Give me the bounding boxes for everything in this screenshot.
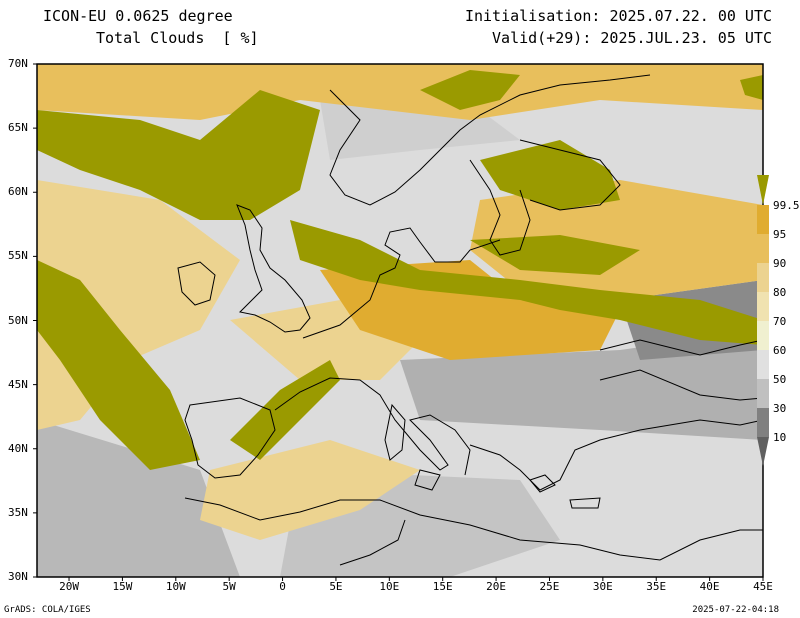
colorbar-label: 10	[773, 431, 787, 444]
variable-title: Total Clouds [ %]	[96, 29, 259, 47]
latitude-label: 30N	[8, 570, 28, 583]
colorbar-label: 50	[773, 373, 787, 386]
longitude-label: 35E	[646, 580, 667, 593]
colorbar-label: 90	[773, 257, 787, 270]
coastlines	[177, 74, 763, 566]
longitude-label: 25E	[539, 580, 560, 593]
latitude-label: 70N	[8, 57, 28, 70]
colorbar-swatch	[757, 321, 769, 350]
colorbar-swatch	[757, 234, 769, 263]
colorbar-swatch	[757, 205, 769, 234]
colorbar-label: 70	[773, 315, 787, 328]
axis-ticks	[33, 63, 764, 581]
longitude-label: 40E	[699, 580, 720, 593]
valid-time: Valid(+29): 2025.JUL.23. 05 UTC	[492, 29, 772, 47]
colorbar	[757, 175, 769, 466]
footer-timestamp: 2025-07-22-04:18	[692, 605, 779, 615]
colorbar-label: 80	[773, 286, 787, 299]
colorbar-label: 99.5	[773, 199, 800, 212]
longitude-label: 0	[279, 580, 286, 593]
latitude-label: 40N	[8, 441, 28, 455]
latitude-label: 45N	[8, 377, 28, 391]
longitude-label: 30E	[592, 580, 613, 593]
longitude-label: 45E	[753, 580, 773, 593]
init-time: Initialisation: 2025.07.22. 00 UTC	[464, 7, 772, 25]
latitude-label: 65N	[8, 121, 28, 135]
footer-credit: GrADS: COLA/IGES	[4, 605, 91, 615]
colorbar-label: 95	[773, 228, 787, 241]
overcast-cloud-fields	[37, 70, 763, 470]
longitude-label: 10W	[165, 580, 186, 593]
colorbar-label: 60	[773, 344, 787, 357]
longitude-label: 20E	[486, 580, 507, 593]
colorbar-swatch	[757, 292, 769, 321]
longitude-label: 5E	[329, 580, 343, 593]
longitude-label: 15E	[432, 580, 453, 593]
colorbar-top-triangle	[757, 175, 769, 205]
longitude-label: 20W	[59, 580, 79, 593]
colorbar-label: 30	[773, 402, 787, 415]
colorbar-swatch	[757, 350, 769, 379]
colorbar-bottom-triangle	[757, 437, 769, 466]
latitude-label: 60N	[8, 185, 28, 199]
colorbar-swatch	[757, 263, 769, 292]
colorbar-swatch	[757, 408, 769, 437]
longitude-label: 15W	[112, 580, 133, 593]
longitude-label: 10E	[379, 580, 400, 593]
longitude-label: 5W	[222, 580, 236, 593]
latitude-label: 50N	[8, 313, 28, 327]
model-title: ICON-EU 0.0625 degree	[43, 7, 233, 25]
latitude-label: 35N	[8, 505, 28, 519]
latitude-label: 55N	[8, 249, 28, 263]
colorbar-swatch	[757, 379, 769, 408]
